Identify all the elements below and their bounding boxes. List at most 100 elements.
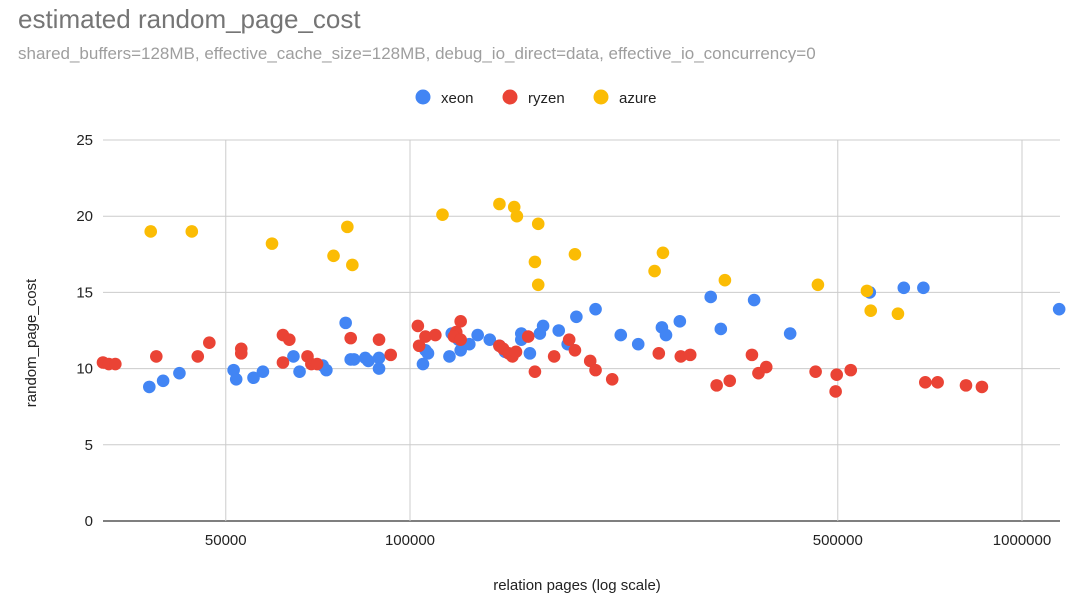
data-point-ryzen — [918, 376, 932, 389]
data-point-ryzen — [412, 339, 426, 353]
data-point-azure — [656, 246, 670, 260]
data-point-azure — [718, 273, 732, 287]
x-tick-label: 1000000 — [993, 532, 1051, 549]
data-point-ryzen — [583, 354, 597, 368]
data-point-azure — [346, 258, 359, 272]
data-point-azure — [891, 307, 905, 321]
data-point-xeon — [483, 333, 497, 346]
data-point-xeon — [536, 319, 550, 333]
legend-marker-ryzen — [502, 89, 518, 105]
x-tick-label: 50000 — [205, 532, 247, 549]
x-tick-label: 500000 — [813, 532, 863, 549]
data-point-ryzen — [809, 365, 822, 378]
data-point-ryzen — [759, 360, 773, 374]
data-point-ryzen — [203, 336, 216, 349]
y-tick-label: 15 — [76, 284, 93, 301]
legend: xeon ryzen azure — [415, 89, 657, 107]
series-ryzen — [96, 315, 989, 398]
y-tick-label: 25 — [76, 132, 93, 149]
data-point-xeon — [747, 293, 761, 307]
data-point-azure — [531, 217, 545, 231]
legend-label-azure: azure — [619, 90, 657, 107]
data-point-ryzen — [411, 319, 425, 333]
chart-title: estimated random_page_cost — [18, 4, 361, 34]
data-point-ryzen — [419, 330, 432, 343]
data-point-ryzen — [710, 379, 723, 392]
series-azure — [144, 197, 905, 321]
data-point-xeon — [143, 380, 156, 394]
data-point-azure — [510, 209, 524, 223]
data-point-xeon — [229, 372, 243, 386]
data-point-ryzen — [109, 357, 122, 371]
data-point-xeon — [570, 310, 583, 324]
data-point-ryzen — [547, 350, 561, 363]
data-point-xeon — [443, 350, 456, 363]
data-point-xeon — [320, 363, 333, 377]
data-point-ryzen — [234, 347, 248, 360]
data-point-ryzen — [150, 350, 163, 363]
data-point-ryzen — [528, 365, 542, 378]
x-axis: 50000 100000 500000 1000000 — [205, 532, 1051, 549]
data-point-azure — [185, 225, 199, 238]
data-point-ryzen — [276, 356, 290, 369]
data-point-azure — [860, 284, 874, 298]
data-point-xeon — [173, 366, 186, 380]
data-point-ryzen — [723, 374, 737, 388]
x-tick-label: 100000 — [385, 532, 435, 549]
data-point-xeon — [372, 351, 386, 365]
legend-label-ryzen: ryzen — [528, 90, 565, 107]
y-tick-label: 10 — [76, 361, 93, 378]
data-point-azure — [531, 278, 545, 292]
data-point-xeon — [372, 362, 386, 375]
data-point-ryzen — [454, 333, 467, 346]
data-point-xeon — [917, 281, 930, 295]
data-point-ryzen — [454, 315, 467, 328]
data-point-xeon — [156, 374, 170, 388]
data-point-azure — [327, 249, 340, 263]
data-point-azure — [144, 225, 158, 238]
data-point-ryzen — [674, 350, 688, 363]
data-point-xeon — [552, 324, 566, 337]
y-tick-label: 20 — [76, 208, 93, 225]
data-point-ryzen — [509, 345, 523, 359]
data-point-xeon — [471, 328, 484, 342]
data-point-ryzen — [372, 333, 386, 346]
data-point-azure — [528, 255, 542, 269]
data-point-azure — [864, 304, 878, 317]
data-point-ryzen — [310, 357, 324, 371]
data-point-xeon — [347, 353, 361, 366]
data-point-xeon — [659, 328, 673, 342]
data-point-xeon — [416, 357, 430, 371]
data-point-xeon — [897, 281, 911, 295]
data-point-xeon — [673, 315, 687, 328]
data-point-ryzen — [975, 380, 989, 394]
data-point-xeon — [339, 316, 352, 330]
data-point-xeon — [421, 347, 435, 360]
data-point-azure — [648, 264, 661, 278]
data-point-ryzen — [429, 328, 442, 342]
data-point-azure — [265, 237, 279, 250]
data-point-ryzen — [384, 348, 398, 362]
gridlines — [103, 139, 1060, 522]
data-point-xeon — [362, 354, 375, 368]
data-point-xeon — [704, 290, 718, 304]
data-point-ryzen — [652, 347, 666, 360]
data-points — [96, 197, 1066, 398]
data-point-xeon — [523, 347, 537, 360]
data-point-xeon — [1052, 302, 1066, 316]
x-axis-title: relation pages (log scale) — [493, 577, 661, 594]
data-point-xeon — [293, 365, 306, 378]
data-point-ryzen — [521, 330, 535, 343]
data-point-xeon — [247, 371, 260, 385]
y-tick-label: 5 — [85, 437, 93, 454]
data-point-ryzen — [829, 385, 842, 398]
data-point-ryzen — [844, 363, 858, 377]
legend-label-xeon: xeon — [441, 90, 474, 107]
data-point-azure — [493, 197, 506, 211]
data-point-ryzen — [191, 350, 205, 363]
data-point-ryzen — [605, 372, 619, 386]
data-point-ryzen — [830, 368, 844, 381]
chart-subtitle: shared_buffers=128MB, effective_cache_si… — [18, 44, 816, 63]
data-point-ryzen — [931, 376, 944, 389]
